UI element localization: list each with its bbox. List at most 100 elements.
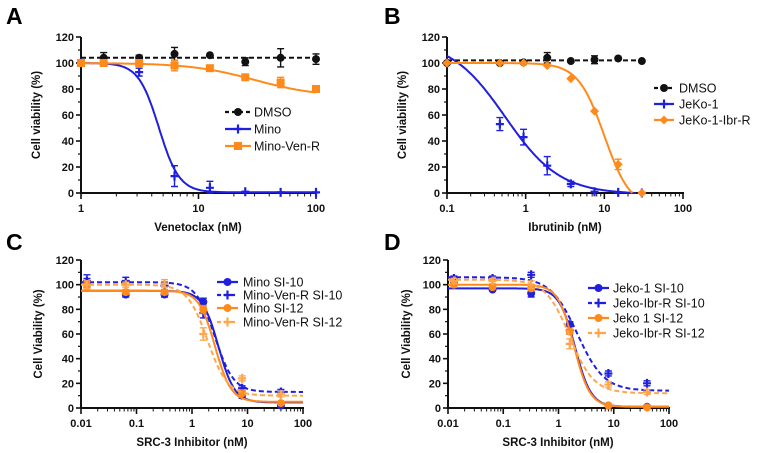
fit-curve bbox=[448, 276, 669, 392]
data-point bbox=[170, 49, 179, 58]
legend-marker bbox=[660, 99, 668, 109]
panel-C: C 0 20 40 60 80 100 120 0.01 0.1 1 10 100 SRC-3 Inhib… bbox=[6, 229, 342, 449]
y-tick-label: 60 bbox=[62, 329, 74, 341]
x-axis-label: SRC-3 Inhibitor (nM) bbox=[136, 437, 247, 449]
data-point bbox=[604, 401, 613, 410]
legend-marker bbox=[234, 142, 242, 150]
y-tick-label: 0 bbox=[435, 403, 441, 415]
data-point bbox=[121, 288, 130, 297]
panel-B: B 0 20 40 60 80 100 120 0.1 1 10 100 Ibrutinib (nM) C… bbox=[384, 3, 751, 234]
x-tick-label: 1 bbox=[555, 418, 561, 430]
x-tick-label: 100 bbox=[674, 203, 692, 215]
data-point bbox=[241, 187, 250, 197]
legend-label: Mino-Ven-R SI-10 bbox=[243, 289, 342, 303]
data-point bbox=[241, 57, 250, 66]
y-tick-label: 20 bbox=[62, 162, 74, 174]
y-tick-label: 80 bbox=[62, 304, 74, 316]
legend-marker bbox=[660, 84, 668, 92]
data-point bbox=[199, 305, 208, 314]
y-tick-label: 20 bbox=[62, 378, 74, 390]
data-point bbox=[543, 161, 552, 171]
legend-item: DMSO bbox=[225, 106, 292, 120]
legend-label: JeKo-1-Ibr-R bbox=[679, 114, 751, 128]
data-point bbox=[543, 53, 552, 62]
y-tick-label: 40 bbox=[62, 354, 74, 366]
legend-item: JeKo-1 bbox=[654, 98, 719, 112]
data-point bbox=[637, 57, 646, 66]
legend-item: Mino-Ven-R SI-12 bbox=[217, 316, 342, 330]
legend-item: Mino-Ven-R bbox=[225, 140, 320, 154]
y-tick-label: 120 bbox=[423, 255, 441, 267]
data-point bbox=[276, 78, 285, 87]
panel-letter: A bbox=[6, 3, 23, 29]
x-tick-label: 0.1 bbox=[439, 203, 454, 215]
data-point bbox=[312, 187, 320, 197]
legend-marker bbox=[223, 278, 232, 286]
y-tick-label: 60 bbox=[428, 110, 440, 122]
legend-marker bbox=[223, 290, 232, 300]
legend-marker bbox=[659, 115, 669, 125]
x-tick-label: 0.01 bbox=[70, 418, 91, 430]
y-tick-label: 40 bbox=[429, 354, 441, 366]
data-point bbox=[565, 339, 574, 349]
data-point bbox=[276, 399, 285, 408]
data-point bbox=[241, 73, 250, 82]
y-tick-label: 40 bbox=[62, 136, 74, 148]
fit-curve bbox=[81, 283, 303, 397]
data-point bbox=[604, 368, 613, 378]
y-tick-label: 100 bbox=[422, 58, 440, 70]
legend-marker bbox=[223, 304, 232, 312]
data-point bbox=[590, 55, 599, 64]
data-point bbox=[99, 59, 108, 67]
y-tick-label: 100 bbox=[423, 280, 441, 292]
data-point bbox=[590, 106, 600, 116]
data-point bbox=[566, 179, 575, 189]
legend-label: Jeko 1 SI-12 bbox=[613, 312, 683, 326]
x-tick-label: 100 bbox=[294, 418, 312, 430]
y-tick-label: 80 bbox=[62, 84, 74, 96]
x-tick-label: 10 bbox=[192, 203, 204, 215]
y-tick-label: 20 bbox=[429, 378, 441, 390]
y-tick-label: 80 bbox=[429, 304, 441, 316]
data-point bbox=[170, 171, 179, 181]
x-tick-label: 10 bbox=[598, 203, 610, 215]
x-axis-label: Venetoclax (nM) bbox=[154, 222, 242, 234]
legend-item: Jeko-Ibr-R SI-12 bbox=[588, 327, 705, 341]
fit-curve bbox=[448, 283, 669, 408]
y-tick-label: 0 bbox=[68, 188, 74, 200]
x-tick-label: 0.1 bbox=[496, 418, 511, 430]
y-axis-label: Cell Viability (%) bbox=[33, 289, 45, 378]
y-tick-label: 120 bbox=[56, 255, 74, 267]
data-point bbox=[643, 403, 652, 412]
x-tick-label: 0.1 bbox=[129, 418, 144, 430]
panel-letter: D bbox=[384, 229, 401, 255]
data-point bbox=[495, 58, 505, 68]
fit-curve bbox=[447, 62, 634, 194]
data-point bbox=[238, 373, 247, 383]
legend-marker bbox=[594, 284, 603, 292]
data-point bbox=[643, 387, 652, 397]
y-axis-label: Cell viability (%) bbox=[397, 71, 409, 159]
legend-item: Jeko-1 SI-10 bbox=[588, 282, 684, 296]
legend-item: DMSO bbox=[654, 82, 717, 96]
y-axis-label: Cell Viability (%) bbox=[401, 289, 413, 378]
data-point bbox=[82, 280, 91, 290]
legend-marker bbox=[234, 108, 242, 116]
fit-curve bbox=[448, 278, 669, 395]
y-tick-label: 120 bbox=[422, 32, 440, 44]
data-point bbox=[519, 58, 529, 68]
legend-label: JeKo-1 bbox=[679, 98, 719, 112]
x-tick-label: 1 bbox=[189, 418, 195, 430]
data-point bbox=[488, 283, 497, 292]
legend-item: JeKo-1-Ibr-R bbox=[654, 114, 751, 128]
data-point bbox=[488, 276, 497, 286]
legend-item: Jeko 1 SI-12 bbox=[588, 312, 683, 326]
y-axis-label: Cell viability (%) bbox=[31, 71, 43, 159]
legend-marker bbox=[594, 298, 603, 308]
data-point bbox=[613, 159, 623, 169]
data-point bbox=[614, 54, 623, 63]
data-point bbox=[312, 85, 320, 93]
y-tick-label: 120 bbox=[56, 32, 74, 44]
data-point bbox=[495, 119, 504, 129]
